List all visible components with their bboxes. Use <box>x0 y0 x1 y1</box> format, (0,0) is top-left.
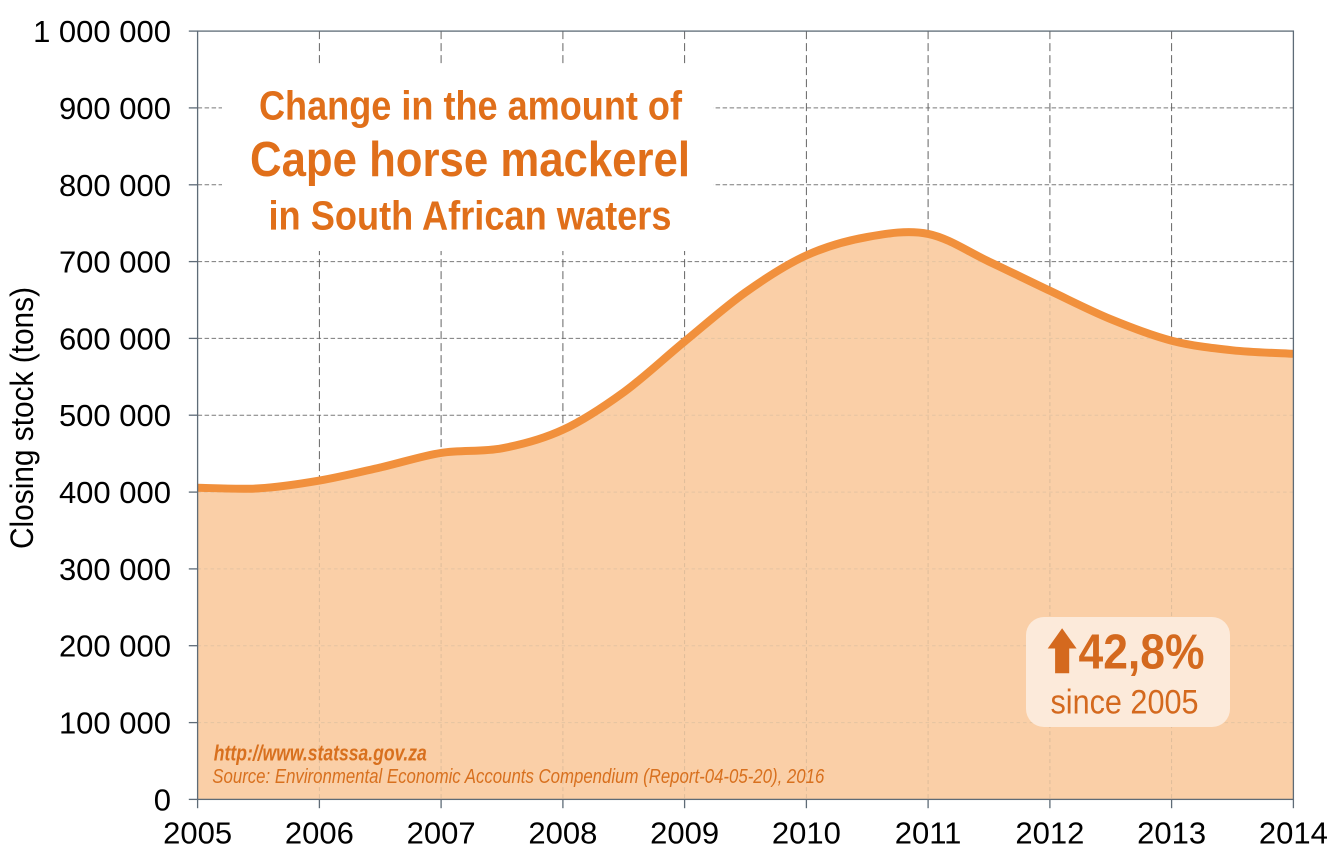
svg-text:900 000: 900 000 <box>59 91 171 126</box>
svg-text:200 000: 200 000 <box>59 629 171 664</box>
svg-text:since 2005: since 2005 <box>1051 683 1199 721</box>
svg-text:100 000: 100 000 <box>59 706 171 741</box>
svg-text:http://www.statssa.gov.za: http://www.statssa.gov.za <box>214 741 427 766</box>
svg-text:Cape horse mackerel: Cape horse mackerel <box>250 133 690 187</box>
svg-text:500 000: 500 000 <box>59 398 171 433</box>
svg-text:2008: 2008 <box>528 816 597 851</box>
svg-text:2007: 2007 <box>407 816 476 851</box>
svg-text:42,8%: 42,8% <box>1079 626 1205 680</box>
svg-text:800 000: 800 000 <box>59 168 171 203</box>
svg-text:300 000: 300 000 <box>59 552 171 587</box>
svg-text:in South African waters: in South African waters <box>269 192 672 238</box>
svg-text:2012: 2012 <box>1015 816 1084 851</box>
svg-text:2010: 2010 <box>772 816 841 851</box>
svg-text:2014: 2014 <box>1259 816 1328 851</box>
svg-text:0: 0 <box>154 782 171 817</box>
svg-text:700 000: 700 000 <box>59 245 171 280</box>
svg-text:2006: 2006 <box>285 816 354 851</box>
svg-text:1 000 000: 1 000 000 <box>33 14 171 49</box>
svg-text:600 000: 600 000 <box>59 321 171 356</box>
svg-text:2013: 2013 <box>1137 816 1206 851</box>
svg-text:Closing stock (tons): Closing stock (tons) <box>4 287 40 549</box>
svg-text:2011: 2011 <box>895 816 962 851</box>
svg-text:2009: 2009 <box>650 816 719 851</box>
svg-text:Source: Environmental Economic: Source: Environmental Economic Accounts … <box>212 766 825 788</box>
svg-text:400 000: 400 000 <box>59 475 171 510</box>
svg-text:Change in the amount of: Change in the amount of <box>259 82 682 128</box>
svg-text:2005: 2005 <box>163 816 232 851</box>
